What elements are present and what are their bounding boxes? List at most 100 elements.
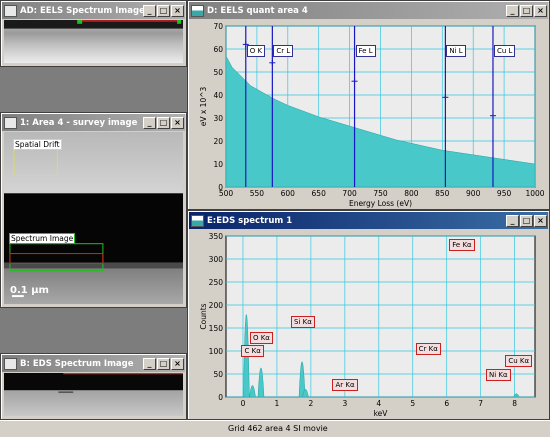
peak-label: O Kα: [249, 332, 273, 345]
status-bar: Grid 462 area 4 SI movie: [0, 420, 550, 437]
x-tick-label: 900: [466, 189, 481, 198]
survey-micrograph: [4, 132, 183, 304]
peak-label: Cu Kα: [505, 355, 533, 368]
minimize-button[interactable]: _: [143, 116, 156, 129]
maximize-button[interactable]: □: [157, 357, 170, 370]
eels-si-micrograph: [4, 20, 183, 63]
peak-label: Ni Kα: [485, 369, 511, 382]
maximize-button[interactable]: □: [157, 116, 170, 129]
plot-area: [225, 235, 536, 398]
y-axis-label: Counts: [199, 303, 208, 329]
eels-spectrum-area: [225, 55, 536, 188]
y-tick-label: 20: [213, 137, 223, 146]
y-tick-label: 150: [209, 324, 224, 333]
spectrum-image-label: Spectrum Image: [9, 233, 76, 244]
eds-si-image[interactable]: [4, 373, 183, 416]
eds-chart[interactable]: 0 1 2 3 4 5 6 7 8 0 50 100 150 200 250 300 350 keV Counts: [191, 230, 548, 418]
titlebar[interactable]: B: EDS Spectrum Image _ □ ×: [2, 355, 185, 372]
titlebar[interactable]: D: EELS quant area 4 _ □ ×: [189, 2, 548, 19]
window-eels-quant[interactable]: D: EELS quant area 4 _ □ × 500 550 600 650 7…: [187, 0, 550, 210]
y-tick-label: 50: [213, 370, 223, 379]
x-tick-label: 6: [444, 399, 449, 408]
minimize-button[interactable]: _: [143, 357, 156, 370]
y-tick-label: 250: [209, 278, 224, 287]
close-button[interactable]: ×: [171, 4, 184, 17]
y-tick-label: 0: [218, 393, 223, 402]
y-tick-label: 70: [213, 22, 223, 31]
x-tick-label: 750: [373, 189, 388, 198]
maximize-button[interactable]: □: [157, 4, 170, 17]
close-button[interactable]: ×: [534, 214, 547, 227]
graph-window-icon: [191, 4, 204, 17]
eels-si-image[interactable]: [4, 20, 183, 63]
y-tick-label: 350: [209, 232, 224, 241]
peak-label: Fe Kα: [449, 239, 475, 252]
y-tick-label: 50: [213, 68, 223, 77]
titlebar[interactable]: E:EDS spectrum 1 _ □ ×: [189, 212, 548, 229]
close-button[interactable]: ×: [171, 357, 184, 370]
x-axis-label: Energy Loss (eV): [349, 199, 412, 208]
x-tick-label: 4: [376, 399, 381, 408]
status-text: Grid 462 area 4 SI movie: [228, 424, 328, 433]
window-eels-spectrum-image[interactable]: AD: EELS Spectrum Image _ □ ×: [0, 0, 187, 67]
y-tick-label: 300: [209, 255, 224, 264]
window-title: E:EDS spectrum 1: [207, 215, 293, 226]
x-tick-label: 650: [312, 189, 327, 198]
y-axis-label: eV x 10^3: [199, 87, 208, 127]
eds-peak: [512, 393, 520, 398]
maximize-button[interactable]: □: [520, 214, 533, 227]
peak-label: Cr Kα: [415, 342, 441, 355]
x-axis-label: keV: [374, 409, 389, 418]
x-tick-label: 600: [281, 189, 296, 198]
titlebar[interactable]: AD: EELS Spectrum Image _ □ ×: [2, 2, 185, 19]
minimize-button[interactable]: _: [506, 4, 519, 17]
x-tick-label: 3: [342, 399, 347, 408]
eds-peak: [257, 367, 265, 398]
image-window-icon: [4, 116, 17, 129]
peak-label: Si Kα: [291, 316, 315, 329]
close-button[interactable]: ×: [534, 4, 547, 17]
x-tick-label: 7: [478, 399, 483, 408]
y-tick-label: 40: [213, 91, 223, 100]
edge-label: Cu L: [493, 45, 516, 57]
x-tick-label: 2: [308, 399, 313, 408]
x-tick-label: 1: [275, 399, 280, 408]
x-tick-label: 0: [241, 399, 246, 408]
window-title: 1: Area 4 - survey image: [20, 117, 138, 128]
edge-label: Ni L: [446, 45, 466, 57]
y-tick-label: 0: [218, 183, 223, 192]
window-title: AD: EELS Spectrum Image: [20, 5, 143, 16]
maximize-button[interactable]: □: [520, 4, 533, 17]
titlebar[interactable]: 1: Area 4 - survey image _ □ ×: [2, 114, 185, 131]
image-window-icon: [4, 357, 17, 370]
edge-label: Cr L: [273, 45, 294, 57]
x-tick-label: 700: [342, 189, 357, 198]
x-tick-label: 850: [435, 189, 450, 198]
window-title: B: EDS Spectrum Image: [20, 358, 134, 369]
close-button[interactable]: ×: [171, 116, 184, 129]
eds-peak: [302, 389, 309, 398]
y-tick-label: 200: [209, 301, 224, 310]
window-survey-image[interactable]: 1: Area 4 - survey image _ □ ×: [0, 112, 187, 308]
y-tick-label: 100: [209, 347, 224, 356]
x-tick-label: 950: [497, 189, 512, 198]
x-tick-label: 8: [512, 399, 517, 408]
x-tick-label: 500: [219, 189, 234, 198]
window-eds-spectrum[interactable]: E:EDS spectrum 1 _ □ × 0 1 2 3 4 5 6 7 8 0 50 100 15…: [187, 210, 550, 420]
scale-bar-label: 0.1 µm: [10, 285, 49, 296]
minimize-button[interactable]: _: [143, 4, 156, 17]
edge-label: Fe L: [355, 45, 376, 57]
x-tick-label: 800: [404, 189, 419, 198]
window-eds-spectrum-image[interactable]: B: EDS Spectrum Image _ □ ×: [0, 353, 187, 420]
minimize-button[interactable]: _: [506, 214, 519, 227]
graph-window-icon: [191, 214, 204, 227]
eds-peak: [249, 385, 256, 398]
eds-si-micrograph: [4, 373, 183, 416]
edge-label: O K: [246, 45, 266, 57]
peak-label: C Kα: [241, 345, 264, 357]
peak-label: Ar Kα: [332, 378, 358, 391]
x-tick-label: 5: [410, 399, 415, 408]
survey-image[interactable]: Spatial Drift Spectrum Image 0.1 µm: [4, 132, 183, 304]
y-tick-label: 10: [213, 160, 223, 169]
y-tick-label: 60: [213, 45, 223, 54]
